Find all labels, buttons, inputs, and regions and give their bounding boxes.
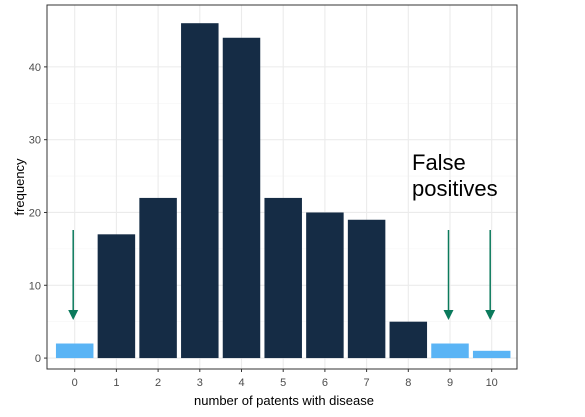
- x-axis-title: number of patents with disease: [194, 393, 374, 408]
- x-tick-label: 1: [113, 377, 119, 389]
- panel-border: [46, 4, 518, 370]
- x-tick-label: 9: [447, 377, 453, 389]
- x-tick-label: 7: [364, 377, 370, 389]
- y-axis-title: frequency: [12, 158, 27, 216]
- annotation-arrows: [68, 230, 496, 320]
- arrow-0-head: [68, 310, 79, 320]
- y-axis-ticks: 0 10 20 30 40: [29, 62, 47, 365]
- bar-6: [306, 212, 344, 359]
- y-tick-label: 10: [29, 280, 41, 292]
- y-tick-label: 40: [29, 62, 41, 74]
- x-axis-ticks: 0 1 2 3 4 5 6 7 8 9 10: [72, 369, 498, 389]
- annotation-text-line-1: False: [412, 150, 466, 175]
- bar-8: [389, 321, 428, 359]
- y-tick-label: 30: [29, 135, 41, 147]
- x-tick-label: 2: [155, 377, 161, 389]
- arrow-10-head: [485, 310, 496, 320]
- bar-4: [222, 37, 261, 359]
- x-tick-label: 0: [72, 377, 78, 389]
- bar-1: [97, 234, 136, 359]
- x-tick-label: 4: [238, 377, 244, 389]
- x-tick-label: 6: [322, 377, 328, 389]
- annotation-text-line-2: positives: [412, 176, 498, 201]
- bar-0: [55, 343, 94, 359]
- arrow-9-head: [443, 310, 454, 320]
- x-tick-label: 8: [405, 377, 411, 389]
- bars: [55, 23, 511, 359]
- x-tick-label: 10: [486, 377, 498, 389]
- y-tick-label: 0: [35, 353, 41, 365]
- bar-3: [181, 23, 219, 359]
- annotation: False positives: [412, 150, 498, 201]
- bar-2: [139, 197, 177, 359]
- bar-5: [264, 197, 302, 359]
- bar-7: [347, 219, 386, 359]
- y-tick-label: 20: [29, 207, 41, 219]
- bar-10: [472, 350, 511, 359]
- x-tick-label: 3: [197, 377, 203, 389]
- bar-9: [431, 343, 469, 359]
- x-tick-label: 5: [280, 377, 286, 389]
